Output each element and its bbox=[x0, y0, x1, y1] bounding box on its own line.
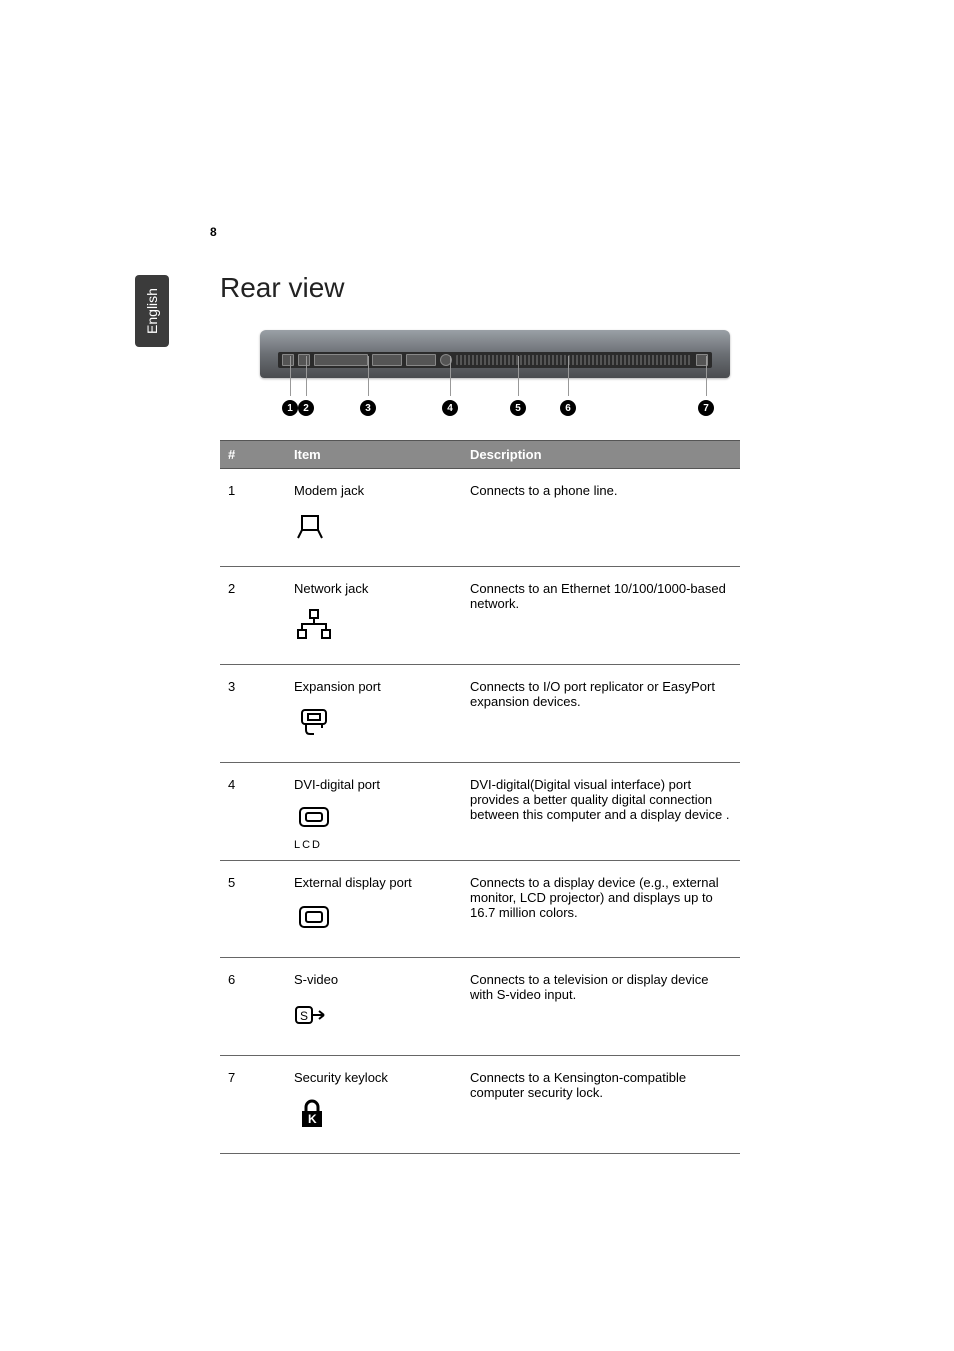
svg-text:K: K bbox=[308, 1112, 317, 1126]
page: 8 English Rear view 1234567 # bbox=[0, 0, 954, 1351]
ports-table-body: 1 Modem jack Connects to a phone line. 2 Net… bbox=[220, 469, 740, 1154]
callout-lead bbox=[368, 356, 369, 396]
row-item: External display port bbox=[286, 860, 462, 958]
callout-number: 4 bbox=[442, 400, 458, 416]
item-name: Network jack bbox=[294, 581, 454, 598]
callout-lead bbox=[518, 356, 519, 396]
callout-lead bbox=[450, 356, 451, 396]
port-dvi bbox=[372, 354, 402, 366]
row-description: Connects to a television or display devi… bbox=[462, 958, 740, 1056]
expansion-icon bbox=[294, 706, 334, 740]
item-name: External display port bbox=[294, 875, 454, 892]
row-description: Connects to a Kensington-compatible comp… bbox=[462, 1056, 740, 1154]
ports-table: # Item Description 1 Modem jack Connects t… bbox=[220, 440, 740, 1154]
header-desc: Description bbox=[462, 441, 740, 469]
item-name: Modem jack bbox=[294, 483, 454, 500]
port-strip bbox=[278, 352, 712, 368]
row-number: 4 bbox=[220, 762, 286, 860]
row-number: 3 bbox=[220, 664, 286, 762]
language-tab: English bbox=[135, 275, 169, 347]
page-number: 8 bbox=[210, 225, 217, 239]
item-name: S-video bbox=[294, 972, 454, 989]
item-name: Expansion port bbox=[294, 679, 454, 696]
row-description: DVI-digital(Digital visual interface) po… bbox=[462, 762, 740, 860]
callout-number: 6 bbox=[560, 400, 576, 416]
table-row: 4 DVI-digital port LCD DVI-digital(Digital … bbox=[220, 762, 740, 860]
row-number: 1 bbox=[220, 469, 286, 567]
callout-lead bbox=[706, 356, 707, 396]
row-number: 7 bbox=[220, 1056, 286, 1154]
header-num: # bbox=[220, 441, 286, 469]
item-name: Security keylock bbox=[294, 1070, 454, 1087]
callout-number: 5 bbox=[510, 400, 526, 416]
callout-number: 2 bbox=[298, 400, 314, 416]
keylock-icon: K bbox=[294, 1097, 334, 1131]
modem-icon bbox=[294, 510, 334, 544]
row-item: S-video S bbox=[286, 958, 462, 1056]
row-description: Connects to a phone line. bbox=[462, 469, 740, 567]
row-number: 5 bbox=[220, 860, 286, 958]
header-item: Item bbox=[286, 441, 462, 469]
callout-lead bbox=[568, 356, 569, 396]
port-expansion bbox=[314, 354, 368, 366]
port-modem bbox=[282, 354, 294, 366]
svg-text:S: S bbox=[300, 1009, 308, 1023]
callout-lead bbox=[306, 356, 307, 396]
row-description: Connects to I/O port replicator or EasyP… bbox=[462, 664, 740, 762]
callout-lead bbox=[290, 356, 291, 396]
row-item: DVI-digital port LCD bbox=[286, 762, 462, 860]
callout-number: 1 bbox=[282, 400, 298, 416]
table-row: 7 Security keylock K Connects to a Kensingt… bbox=[220, 1056, 740, 1154]
svideo-icon: S bbox=[294, 999, 334, 1033]
port-network bbox=[298, 354, 310, 366]
table-row: 5 External display port Connects to a disp… bbox=[220, 860, 740, 958]
table-row: 6 S-video S Connects to a television or dis… bbox=[220, 958, 740, 1056]
table-header-row: # Item Description bbox=[220, 441, 740, 469]
table-row: 2 Network jack Connects to an Ethernet 10/… bbox=[220, 566, 740, 664]
row-item: Network jack bbox=[286, 566, 462, 664]
row-number: 6 bbox=[220, 958, 286, 1056]
row-number: 2 bbox=[220, 566, 286, 664]
display-icon bbox=[294, 901, 334, 935]
table-row: 3 Expansion port Connects to I/O port repl… bbox=[220, 664, 740, 762]
table-row: 1 Modem jack Connects to a phone line. bbox=[220, 469, 740, 567]
laptop-rear-body bbox=[260, 330, 730, 378]
callout-number: 7 bbox=[698, 400, 714, 416]
row-description: Connects to a display device (e.g., exte… bbox=[462, 860, 740, 958]
page-title: Rear view bbox=[220, 272, 344, 304]
rear-view-diagram: 12 3 4 5 6 7 bbox=[260, 330, 730, 430]
row-description: Connects to an Ethernet 10/100/1000-base… bbox=[462, 566, 740, 664]
lcd-label: LCD bbox=[294, 839, 334, 851]
row-item: Modem jack bbox=[286, 469, 462, 567]
callout-number: 3 bbox=[360, 400, 376, 416]
language-tab-label: English bbox=[144, 288, 160, 334]
item-name: DVI-digital port bbox=[294, 777, 454, 794]
cooling-vents bbox=[456, 355, 692, 365]
dvi-icon: LCD bbox=[294, 804, 334, 838]
row-item: Security keylock K bbox=[286, 1056, 462, 1154]
port-vga bbox=[406, 354, 436, 366]
row-item: Expansion port bbox=[286, 664, 462, 762]
network-icon bbox=[294, 608, 334, 642]
callout-bar: 12 3 4 5 6 7 bbox=[260, 382, 730, 430]
